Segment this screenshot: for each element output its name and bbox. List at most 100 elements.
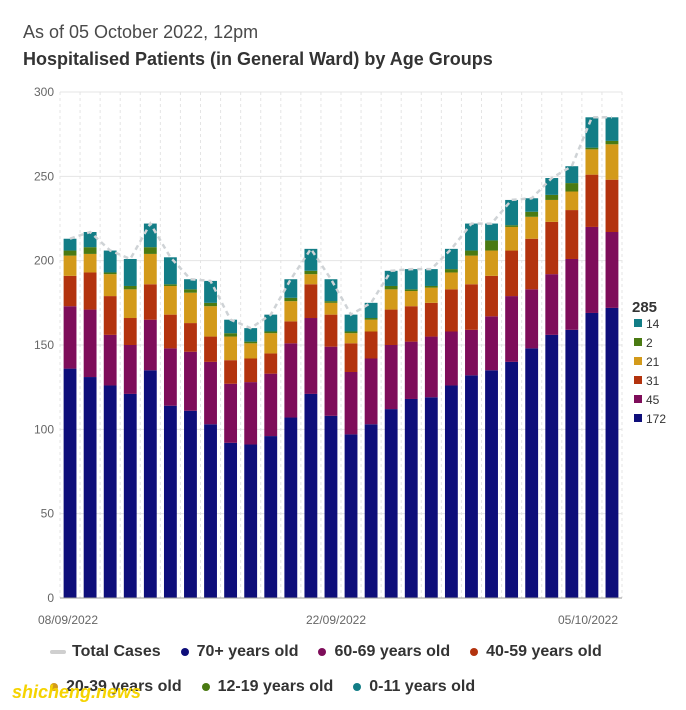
latest-value-label: 14 (646, 317, 660, 331)
y-tick-label: 250 (34, 169, 54, 183)
legend-dot-swatch (180, 648, 189, 656)
y-tick-label: 150 (34, 338, 54, 352)
bar-segment (204, 336, 217, 362)
bar-segment (565, 258, 579, 330)
bar-segment (224, 319, 238, 334)
legend-row: 20-39 years old 12-19 years old 0-11 years… (50, 675, 650, 699)
bar-segment (444, 331, 458, 386)
latest-swatch (634, 376, 642, 384)
latest-swatch (634, 414, 642, 422)
bar-segment (63, 255, 77, 276)
bar-segment (184, 279, 197, 290)
legend-item[interactable]: Total Cases (50, 643, 161, 661)
legend-item[interactable]: 0-11 years old (353, 678, 475, 696)
bar-segment (384, 409, 398, 598)
bar-segment (63, 306, 77, 369)
total-cases-line (69, 116, 612, 330)
bar-segment (505, 296, 519, 362)
bar-segment (344, 331, 358, 334)
legend: Total Cases 70+ years old 60-69 years old 4… (50, 640, 650, 710)
latest-swatch (634, 338, 642, 346)
bar-segment (264, 333, 278, 354)
bar-segment (364, 302, 378, 319)
bar-segment (585, 226, 599, 313)
bar-segment (424, 287, 438, 303)
bar-segment (565, 329, 579, 598)
x-tick-label: 05/10/2022 (558, 613, 618, 627)
bar-segment (525, 216, 539, 239)
bar-segment (444, 248, 458, 270)
bar-segment (304, 284, 318, 319)
bar-segment (344, 343, 358, 372)
legend-dot-swatch (318, 648, 327, 656)
bar-segment (163, 284, 177, 286)
bar-segment (404, 291, 418, 307)
bar-segment (525, 198, 539, 212)
bar-segment (204, 424, 217, 598)
bar-segment (605, 231, 619, 308)
y-tick-label: 200 (34, 254, 54, 268)
bar-segment (525, 348, 539, 598)
bar-segment (204, 306, 217, 337)
bar-segment (465, 375, 478, 598)
bar-segment (545, 334, 559, 598)
bar-segment (264, 331, 278, 334)
bar-segment (505, 199, 519, 226)
legend-item[interactable]: 40-59 years old (470, 643, 602, 661)
latest-value-label: 2 (646, 336, 653, 350)
bar-segment (324, 415, 338, 598)
bar-segment (324, 301, 338, 303)
bar-segment (485, 250, 498, 276)
bar-segment (565, 191, 579, 211)
bar-segment (605, 179, 619, 232)
bar-segment (424, 269, 438, 286)
legend-item[interactable]: 60-69 years old (318, 643, 450, 661)
bar-segment (143, 284, 157, 320)
latest-value-label: 31 (646, 374, 660, 388)
bar-segment (224, 360, 238, 384)
y-tick-label: 300 (34, 85, 54, 99)
bar-segment (163, 348, 177, 406)
bar-segment (364, 331, 378, 359)
bar-segment (163, 257, 177, 285)
bar-segment (63, 368, 77, 598)
legend-item[interactable]: 70+ years old (180, 643, 299, 661)
y-tick-label: 50 (41, 507, 55, 521)
bar-segment (264, 373, 278, 437)
bar-segment (444, 269, 458, 273)
bar-segment (123, 318, 137, 345)
bar-segment (143, 247, 157, 254)
bar-segment (344, 333, 358, 344)
bar-segment (224, 442, 238, 598)
bar-segment (284, 343, 298, 418)
bar-segment (204, 361, 217, 425)
legend-label: Total Cases (72, 643, 161, 660)
bar-segment (103, 385, 117, 598)
bar-segment (83, 272, 97, 310)
bar-segment (163, 285, 177, 315)
bar-segment (485, 316, 498, 371)
y-tick-label: 0 (47, 591, 54, 605)
bar-segment (444, 385, 458, 598)
bar-segment (204, 302, 217, 307)
legend-item[interactable]: 12-19 years old (201, 678, 333, 696)
bar-segment (424, 285, 438, 288)
bar-segment (605, 307, 619, 598)
bar-segment (424, 397, 438, 598)
bar-segment (384, 289, 398, 310)
bar-segment (545, 274, 559, 335)
bar-segment (244, 341, 258, 344)
legend-label: 70+ years old (196, 643, 299, 660)
bar-segment (103, 296, 117, 335)
latest-value-label: 172 (646, 412, 666, 426)
legend-item[interactable]: 20-39 years old (50, 678, 182, 696)
legend-label: 60-69 years old (334, 643, 451, 660)
bar-segment (143, 223, 157, 248)
bar-segment (565, 183, 579, 192)
bar-segment (585, 147, 599, 150)
bar-segment (304, 248, 318, 271)
bar-segment (264, 436, 278, 598)
bar-segment (444, 289, 458, 332)
bar-segment (103, 250, 117, 273)
legend-label: 20-39 years old (66, 678, 182, 695)
